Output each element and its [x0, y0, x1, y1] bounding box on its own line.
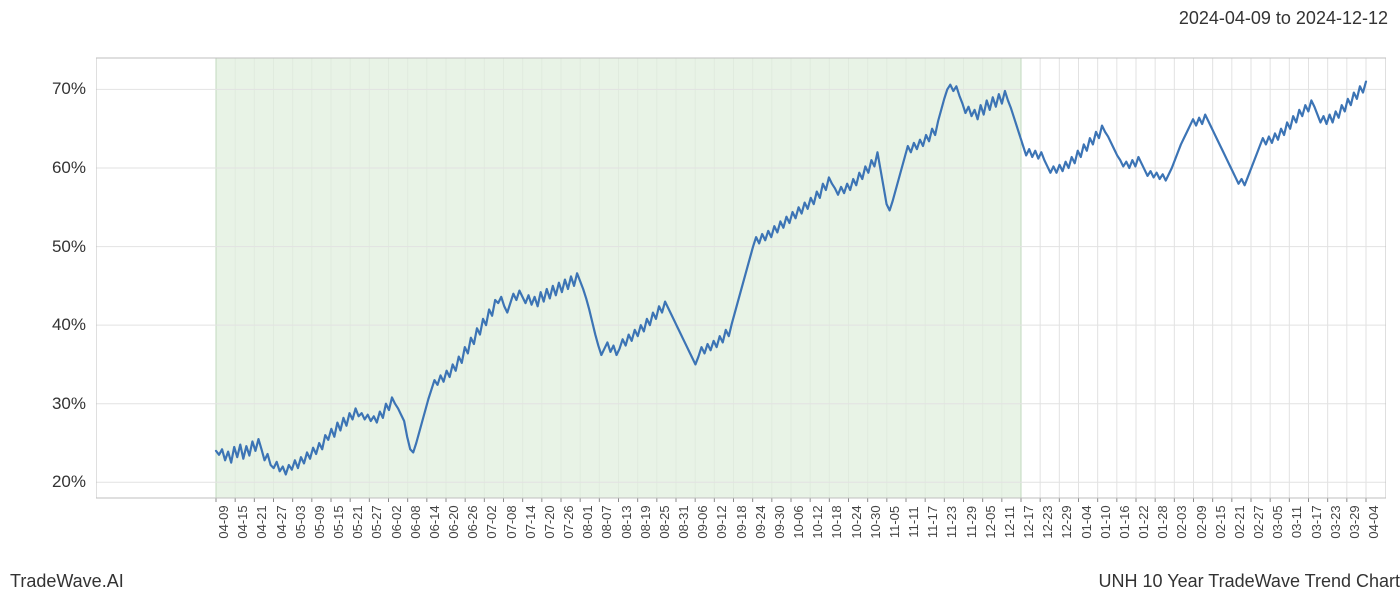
y-tick-label: 20%	[52, 472, 86, 492]
y-axis: 20% 30% 40% 50% 60% 70%	[0, 48, 92, 518]
footer-brand: TradeWave.AI	[10, 571, 124, 592]
chart-svg	[96, 48, 1386, 518]
chart-title: UNH 10 Year TradeWave Trend Chart	[1099, 571, 1400, 592]
y-tick-label: 40%	[52, 315, 86, 335]
chart-area	[96, 48, 1386, 518]
y-tick-label: 60%	[52, 158, 86, 178]
y-tick-label: 50%	[52, 237, 86, 257]
y-tick-label: 30%	[52, 394, 86, 414]
date-range-label: 2024-04-09 to 2024-12-12	[1179, 8, 1388, 29]
y-tick-label: 70%	[52, 79, 86, 99]
